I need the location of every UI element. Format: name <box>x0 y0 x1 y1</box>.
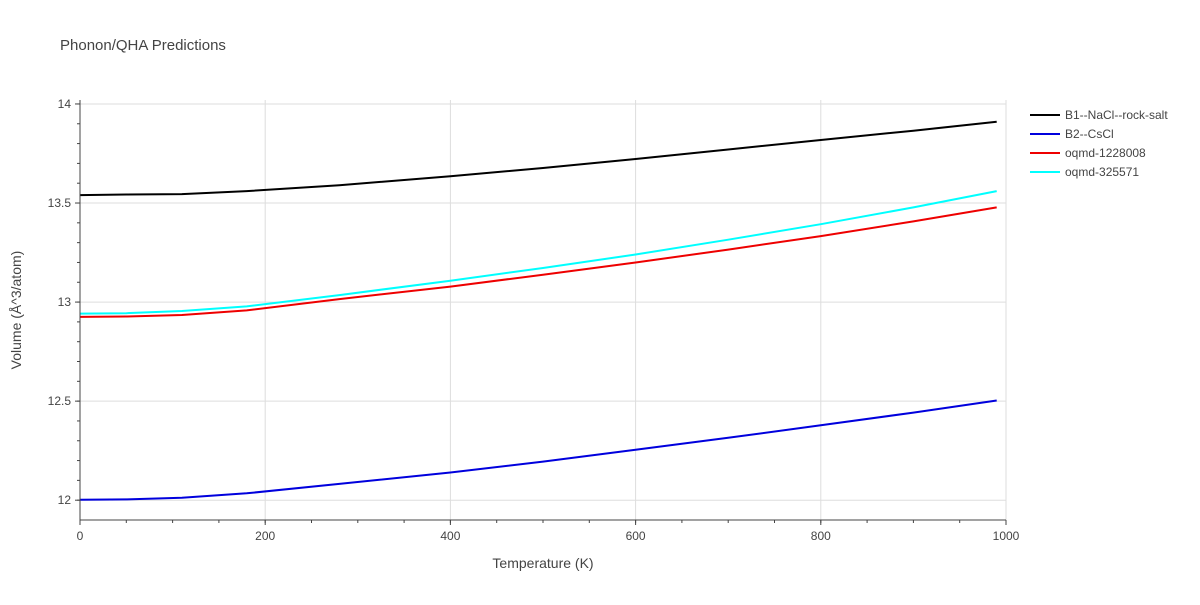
legend-item-3[interactable]: oqmd-325571 <box>1030 165 1139 179</box>
x-tick-label: 600 <box>626 529 646 543</box>
legend-item-1[interactable]: B2--CsCl <box>1030 127 1114 141</box>
legend[interactable]: B1--NaCl--rock-salt B2--CsCl oqmd-1228008 o… <box>1030 108 1168 179</box>
y-tick-label: 14 <box>58 97 72 111</box>
chart-title: Phonon/QHA Predictions <box>60 37 226 54</box>
legend-label: B1--NaCl--rock-salt <box>1065 108 1168 122</box>
y-tick-label: 13.5 <box>48 196 72 210</box>
legend-label: B2--CsCl <box>1065 127 1114 141</box>
x-tick-label: 400 <box>440 529 460 543</box>
x-axis-title: Temperature (K) <box>492 555 593 571</box>
series-line-1 <box>79 399 997 501</box>
plot-lines <box>79 120 997 501</box>
x-tick-label: 0 <box>77 529 84 543</box>
x-tick-label: 200 <box>255 529 275 543</box>
series-line-3 <box>79 190 997 315</box>
y-axis-title: Volume (Å^3/atom) <box>8 251 24 370</box>
x-tick-label: 1000 <box>993 529 1020 543</box>
axes: 0 200 400 600 800 1000 12 12.5 13 13.5 14 <box>48 97 1020 543</box>
grid <box>80 100 1007 520</box>
y-tick-label: 12.5 <box>48 394 72 408</box>
legend-label: oqmd-325571 <box>1065 165 1139 179</box>
y-tick-label: 12 <box>58 493 72 507</box>
legend-item-0[interactable]: B1--NaCl--rock-salt <box>1030 108 1168 122</box>
x-tick-label: 800 <box>811 529 831 543</box>
y-tick-label: 13 <box>58 295 72 309</box>
series-line-0 <box>79 120 997 197</box>
legend-item-2[interactable]: oqmd-1228008 <box>1030 146 1146 160</box>
legend-label: oqmd-1228008 <box>1065 146 1146 160</box>
series-line-2 <box>79 206 997 318</box>
